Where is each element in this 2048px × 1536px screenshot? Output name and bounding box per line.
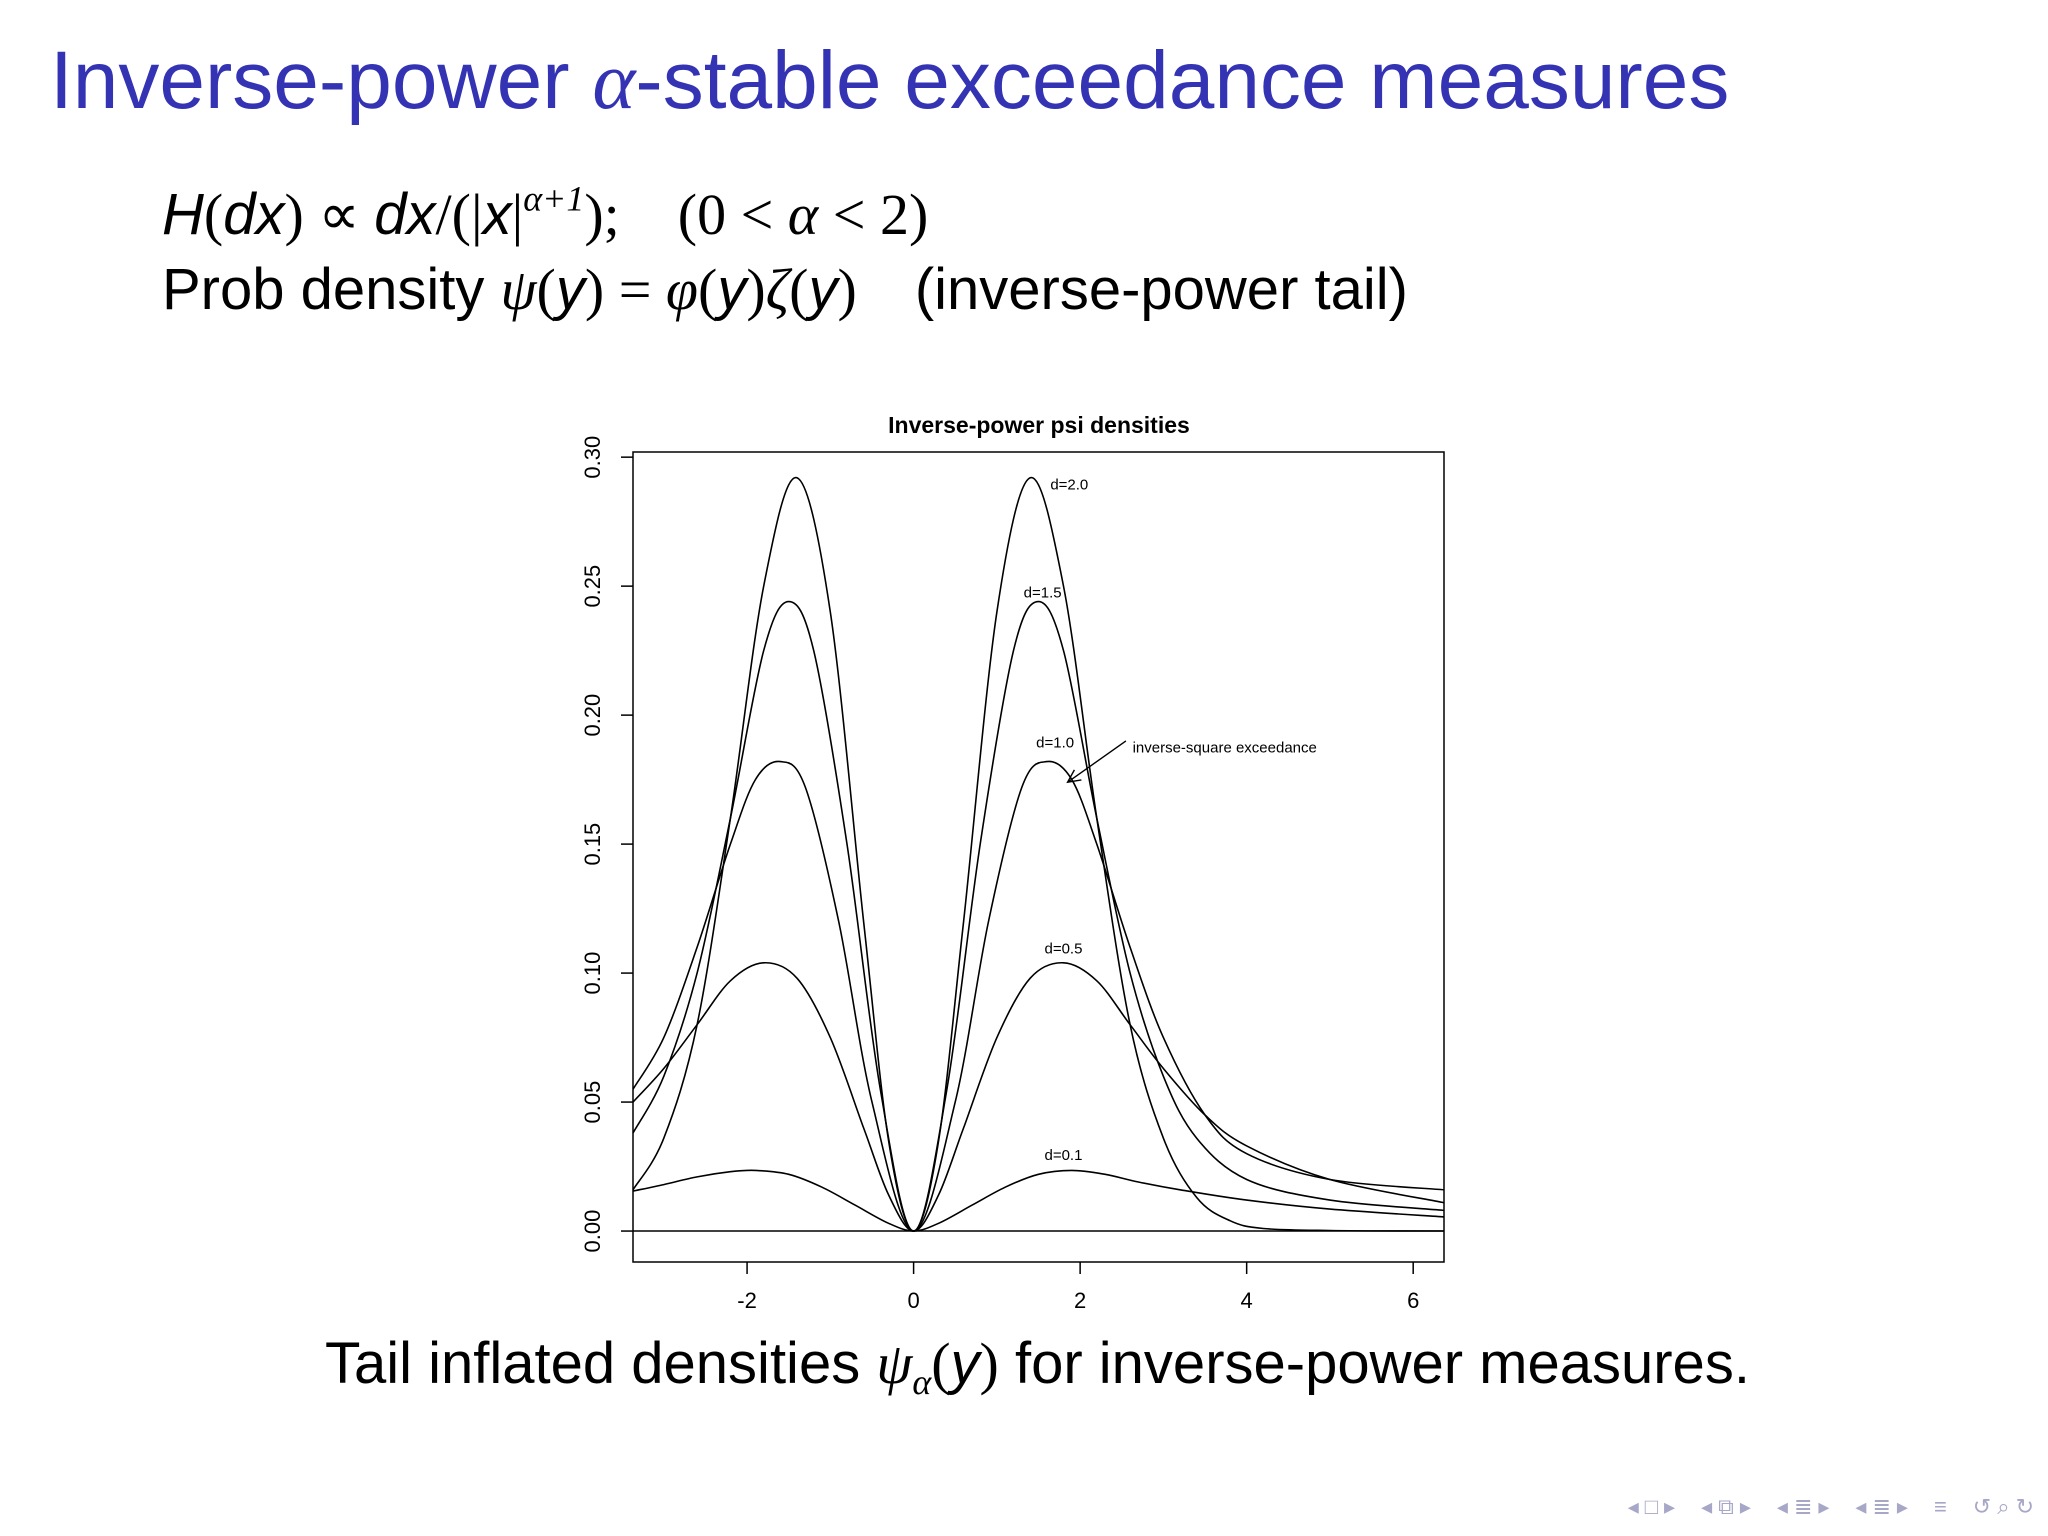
nav-next-icon[interactable]: ▸ (1664, 1494, 1676, 1519)
eq-dx2: dx (374, 182, 436, 247)
plot-frame (632, 451, 1445, 1263)
eq2-phi: φ (665, 257, 699, 322)
eq-lt2: < (832, 182, 866, 247)
nav-prev-section-icon[interactable]: ◂ (1776, 1494, 1788, 1519)
eq-dx1: dx (223, 182, 285, 247)
nav-section-icon[interactable]: ≣ (1793, 1494, 1813, 1519)
nav-prev-icon[interactable]: ◂ (1627, 1494, 1639, 1519)
annotation-layer: inverse-square exceedance (1066, 740, 1317, 784)
eq-cond-close: 2) (865, 182, 929, 247)
title-post: -stable exceedance measures (635, 35, 1730, 126)
eq2-y3: y (808, 257, 838, 322)
x-tick-label: 2 (1074, 1288, 1086, 1313)
title-alpha: α (592, 35, 636, 126)
eq-x: x (482, 182, 512, 247)
chart-title: Inverse-power psi densities (888, 412, 1190, 438)
eq-lt1: < (740, 182, 774, 247)
nav-prev-part-icon[interactable]: ◂ (1855, 1494, 1867, 1519)
eq2-eq: = (604, 257, 666, 322)
series-label-2: d=1.0 (1036, 734, 1074, 751)
annotation-label: inverse-square exceedance (1133, 740, 1317, 757)
caption-lead: Tail inflated densities (325, 1331, 877, 1396)
nav-appendix-icon[interactable]: ≡ (1933, 1494, 1947, 1519)
series-line-1 (632, 600, 1445, 1232)
nav-search-icon[interactable]: ⌕ (1997, 1494, 2010, 1519)
density-equation: Prob density ψ(y) = φ(y)ζ(y) (inverse-pow… (162, 257, 1408, 322)
eq2-y2: y (717, 257, 747, 322)
series-line-3 (632, 961, 1445, 1232)
annotation-arrow-shaft (1067, 740, 1127, 783)
nav-part-icon[interactable]: ≣ (1872, 1494, 1891, 1519)
nav-next-part-icon[interactable]: ▸ (1896, 1494, 1908, 1519)
eq-exponent: α+1 (523, 178, 585, 219)
y-tick-label: 0.15 (580, 823, 605, 866)
eq2-y1: y (555, 257, 585, 322)
y-tick-label: 0.20 (580, 694, 605, 737)
annotation-arrow-head (1066, 769, 1082, 784)
caption-tail: for inverse-power measures. (998, 1331, 1750, 1396)
eq-close: ); (584, 182, 620, 247)
slide-title: Inverse-power α-stable exceedance measur… (50, 34, 1729, 128)
nav-forward-icon[interactable]: ↻ (2015, 1494, 2034, 1519)
series-label-4: d=0.1 (1044, 1147, 1082, 1164)
eq-H: H (162, 182, 204, 247)
eq2-psi: ψ (500, 257, 537, 322)
caption-psi: ψ (876, 1331, 913, 1396)
series-label-1: d=1.5 (1024, 585, 1062, 602)
nav-frame-icon[interactable]: □ (1644, 1494, 1659, 1519)
y-tick-label: 0.05 (580, 1081, 605, 1124)
nav-back-icon[interactable]: ↺ (1972, 1494, 1992, 1519)
series-label-3: d=0.5 (1044, 941, 1082, 958)
caption-y: y (950, 1331, 980, 1396)
nav-next-section-icon[interactable]: ▸ (1818, 1494, 1830, 1519)
y-axis: 0.00 0.05 0.10 0.15 0.20 0.25 0.30 (580, 436, 633, 1253)
x-tick-label: -2 (737, 1288, 757, 1313)
x-tick-label: 0 (907, 1288, 919, 1313)
series-line-2 (632, 760, 1445, 1232)
series-line-4 (632, 1169, 1445, 1232)
eq2-lead: Prob density (162, 257, 501, 322)
x-tick-label: 6 (1407, 1288, 1419, 1313)
nav-subsection-icon[interactable]: ⧉ (1718, 1494, 1734, 1519)
slide-caption: Tail inflated densities ψα(y) for invers… (325, 1331, 1750, 1402)
eq-alpha: α (773, 182, 833, 247)
eq2-tail: (inverse-power tail) (914, 257, 1408, 322)
y-tick-label: 0.00 (580, 1210, 605, 1253)
eq-slash: /(| (435, 182, 483, 247)
y-tick-label: 0.30 (580, 436, 605, 479)
x-axis: -2 0 2 4 6 (737, 1262, 1419, 1313)
nav-prev-subsection-icon[interactable]: ◂ (1701, 1494, 1713, 1519)
series-label-0: d=2.0 (1050, 476, 1088, 493)
y-tick-label: 0.25 (580, 565, 605, 608)
caption-sub: α (912, 1361, 932, 1402)
eq-cond-open: (0 (677, 182, 741, 247)
eq-bar: | (511, 182, 524, 247)
measure-equation: H(dx) ∝ dx/(|x|α+1); (0 < α < 2) (162, 178, 929, 247)
nav-next-subsection-icon[interactable]: ▸ (1739, 1494, 1751, 1519)
eq-prop: ∝ (303, 182, 375, 247)
series-layer: d=2.0 d=1.5 d=1.0 d=0.5 d=0.1 (632, 476, 1445, 1232)
y-tick-label: 0.10 (580, 952, 605, 995)
series-line-0 (632, 476, 1445, 1232)
beamer-navigation: ◂ □ ▸ ◂ ⧉ ▸ ◂ ≣ ▸ ◂ ≣ ▸ ≡ ↺ ⌕ ↻ (1628, 1490, 2034, 1524)
eq2-zeta: ζ (765, 257, 790, 322)
title-pre: Inverse-power (50, 35, 593, 126)
x-tick-label: 4 (1241, 1288, 1253, 1313)
